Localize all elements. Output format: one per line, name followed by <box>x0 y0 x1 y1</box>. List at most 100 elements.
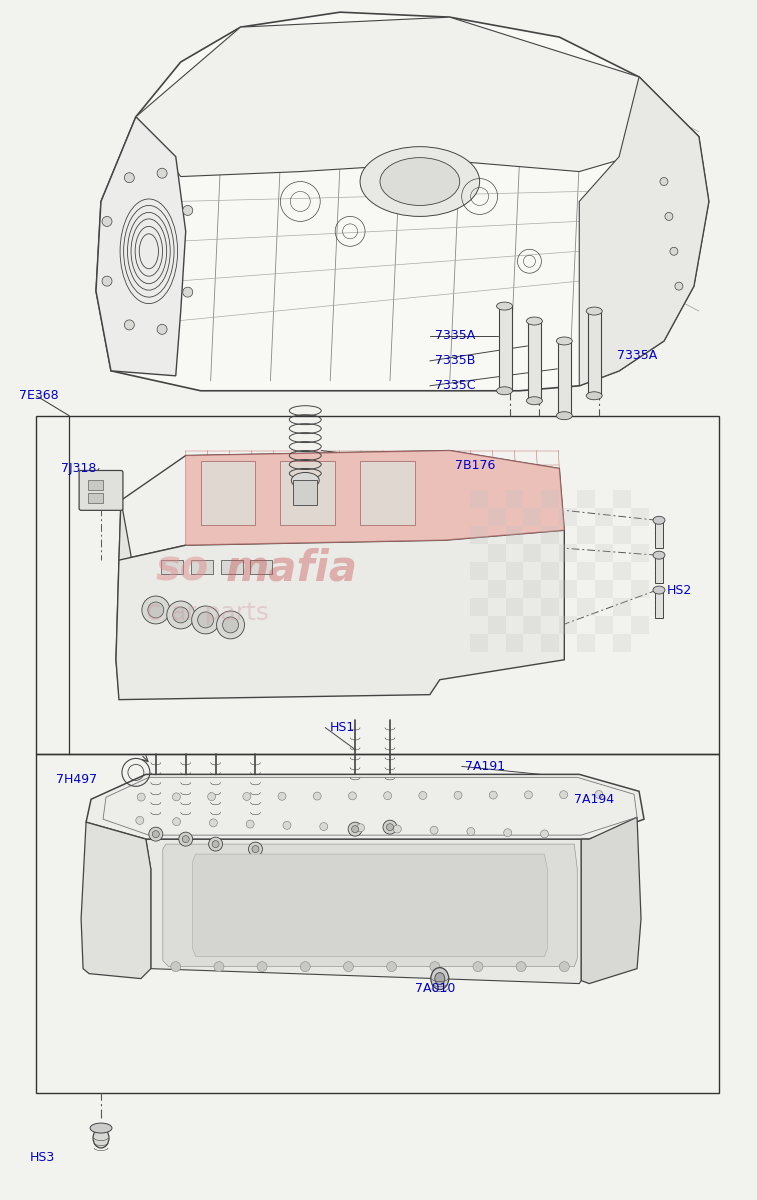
Circle shape <box>192 606 220 634</box>
Bar <box>469 634 488 652</box>
Ellipse shape <box>653 586 665 594</box>
Ellipse shape <box>435 973 445 984</box>
Bar <box>578 491 595 509</box>
Circle shape <box>525 791 532 799</box>
Text: HS1: HS1 <box>330 721 356 734</box>
Circle shape <box>489 791 497 799</box>
Bar <box>631 580 649 598</box>
Bar <box>588 311 601 396</box>
Bar <box>469 491 488 509</box>
Circle shape <box>419 792 427 799</box>
Circle shape <box>430 961 440 972</box>
Ellipse shape <box>360 146 480 216</box>
Ellipse shape <box>380 157 459 205</box>
Circle shape <box>348 792 357 800</box>
Bar <box>160 560 182 574</box>
Bar <box>631 616 649 634</box>
Circle shape <box>148 602 164 618</box>
Circle shape <box>387 823 394 830</box>
Bar <box>578 598 595 616</box>
Circle shape <box>454 791 462 799</box>
Bar <box>88 493 103 503</box>
Polygon shape <box>116 530 564 700</box>
Circle shape <box>348 822 362 836</box>
Circle shape <box>394 826 401 833</box>
Circle shape <box>670 247 678 256</box>
Text: c: c <box>146 598 161 626</box>
Circle shape <box>124 320 134 330</box>
Circle shape <box>660 178 668 186</box>
Bar <box>613 634 631 652</box>
Bar <box>595 616 613 634</box>
Circle shape <box>207 793 216 800</box>
Text: 7335C: 7335C <box>435 379 475 392</box>
Bar <box>541 634 559 652</box>
Text: ar parts: ar parts <box>171 601 269 625</box>
Bar <box>524 616 541 634</box>
Text: 7335A: 7335A <box>435 330 475 342</box>
Bar <box>506 634 524 652</box>
Bar <box>524 509 541 527</box>
Bar <box>613 562 631 580</box>
Bar <box>191 560 213 574</box>
Bar <box>578 562 595 580</box>
Circle shape <box>540 830 549 838</box>
Ellipse shape <box>431 967 449 990</box>
Ellipse shape <box>586 391 602 400</box>
Polygon shape <box>86 774 644 839</box>
Bar <box>360 461 415 526</box>
Ellipse shape <box>497 302 512 310</box>
Bar <box>559 341 572 415</box>
Bar <box>578 527 595 545</box>
Ellipse shape <box>526 317 543 325</box>
Circle shape <box>102 276 112 286</box>
Bar <box>469 598 488 616</box>
Circle shape <box>384 792 391 799</box>
Polygon shape <box>146 839 589 984</box>
Circle shape <box>257 961 267 972</box>
Ellipse shape <box>653 551 665 559</box>
Circle shape <box>173 607 188 623</box>
Bar <box>488 616 506 634</box>
Text: 7E368: 7E368 <box>20 389 59 402</box>
Text: so: so <box>156 547 209 589</box>
Circle shape <box>351 826 359 833</box>
Circle shape <box>214 961 224 972</box>
Bar <box>595 509 613 527</box>
Text: 7A191: 7A191 <box>465 760 505 773</box>
Circle shape <box>283 821 291 829</box>
Circle shape <box>243 792 251 800</box>
Circle shape <box>209 838 223 851</box>
Bar <box>559 580 578 598</box>
Ellipse shape <box>526 397 543 404</box>
Circle shape <box>559 961 569 972</box>
Polygon shape <box>96 116 185 376</box>
Circle shape <box>357 823 365 832</box>
Bar <box>488 509 506 527</box>
Bar <box>506 562 524 580</box>
Ellipse shape <box>93 1128 109 1148</box>
Circle shape <box>516 961 526 972</box>
Bar <box>541 598 559 616</box>
Bar <box>655 521 663 548</box>
Bar <box>488 545 506 562</box>
Circle shape <box>248 842 263 856</box>
Circle shape <box>559 791 568 799</box>
Circle shape <box>124 173 134 182</box>
Circle shape <box>246 820 254 828</box>
Bar <box>541 562 559 580</box>
Bar <box>541 527 559 545</box>
Circle shape <box>467 828 475 835</box>
Circle shape <box>149 827 163 841</box>
Circle shape <box>223 617 238 632</box>
Polygon shape <box>581 817 641 984</box>
Circle shape <box>430 827 438 834</box>
Ellipse shape <box>90 1123 112 1133</box>
Circle shape <box>503 829 512 836</box>
Text: HS3: HS3 <box>30 1152 55 1164</box>
Circle shape <box>198 612 213 628</box>
Circle shape <box>182 205 193 216</box>
Bar <box>251 560 273 574</box>
Polygon shape <box>193 854 547 956</box>
Polygon shape <box>81 822 151 979</box>
